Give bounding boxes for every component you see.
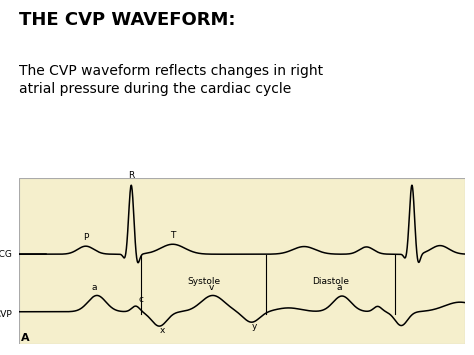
Text: x: x xyxy=(160,326,165,334)
Text: ECG: ECG xyxy=(0,250,12,259)
Text: R: R xyxy=(128,171,134,180)
Text: a: a xyxy=(91,283,97,291)
Text: Diastole: Diastole xyxy=(312,277,349,285)
Text: y: y xyxy=(252,322,257,331)
Text: a: a xyxy=(336,283,342,292)
Text: THE CVP WAVEFORM:: THE CVP WAVEFORM: xyxy=(19,11,236,29)
Text: P: P xyxy=(83,233,89,242)
Text: CVP: CVP xyxy=(0,310,12,319)
Text: Systole: Systole xyxy=(187,277,220,285)
Text: A: A xyxy=(21,333,30,343)
Text: The CVP waveform reflects changes in right
atrial pressure during the cardiac cy: The CVP waveform reflects changes in rig… xyxy=(19,64,323,96)
Text: c: c xyxy=(138,295,143,304)
Text: T: T xyxy=(170,231,175,240)
Text: v: v xyxy=(209,283,214,292)
